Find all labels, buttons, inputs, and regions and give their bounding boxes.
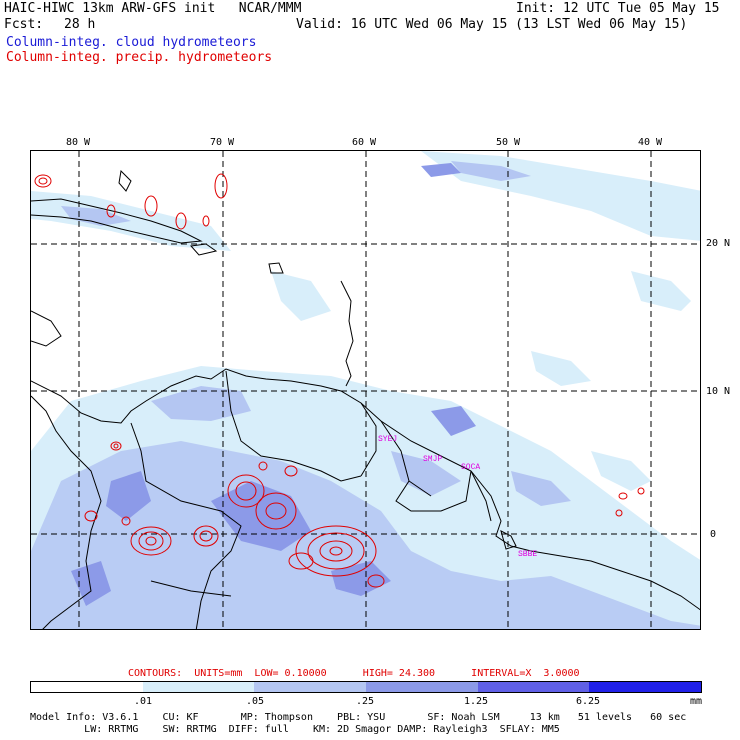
lat-label-equator: 0 bbox=[710, 529, 717, 540]
colorbar-tick-625: 6.25 bbox=[576, 696, 601, 707]
colorbar-swatch-2 bbox=[254, 682, 367, 692]
colorbar-tick-005: .05 bbox=[246, 696, 265, 707]
forecast-label: Fcst: bbox=[4, 17, 44, 32]
colorbar-swatch-3 bbox=[366, 682, 478, 692]
station-syej: SYEJ bbox=[378, 435, 397, 444]
colorbar-swatch-1 bbox=[142, 682, 255, 692]
station-soca: SOCA bbox=[461, 463, 480, 472]
field-precip-label: Column-integ. precip. hydrometeors bbox=[6, 50, 273, 65]
colorbar bbox=[30, 681, 702, 693]
colorbar-units: mm bbox=[690, 696, 703, 707]
lon-label-50w: 50 W bbox=[496, 137, 521, 148]
init-time: Init: 12 UTC Tue 05 May 15 bbox=[516, 1, 720, 16]
lon-label-70w: 70 W bbox=[210, 137, 235, 148]
precip-contours bbox=[34, 173, 645, 588]
colorbar-swatch-0 bbox=[31, 682, 143, 692]
valid-time: Valid: 16 UTC Wed 06 May 15 (13 LST Wed … bbox=[296, 17, 688, 32]
colorbar-tick-125: 1.25 bbox=[464, 696, 489, 707]
model-info-line2: LW: RRTMG SW: RRTMG DIFF: full KM: 2D Sm… bbox=[30, 724, 560, 735]
map-canvas: SYEJ SMJP SOCA SBBE bbox=[31, 151, 700, 629]
map-panel: SYEJ SMJP SOCA SBBE bbox=[30, 150, 701, 630]
lon-label-60w: 60 W bbox=[352, 137, 377, 148]
coastlines bbox=[31, 169, 700, 629]
lat-label-10n: 10 N bbox=[706, 386, 731, 397]
colorbar-tick-025: .25 bbox=[356, 696, 375, 707]
colorbar-swatch-5 bbox=[589, 682, 702, 692]
lon-label-80w: 80 W bbox=[66, 137, 91, 148]
forecast-hours: 28 h bbox=[64, 17, 96, 32]
contours-info: CONTOURS: UNITS=mm LOW= 0.10000 HIGH= 24… bbox=[128, 668, 580, 679]
station-sbbe: SBBE bbox=[518, 550, 537, 559]
colorbar-swatch-4 bbox=[477, 682, 590, 692]
model-info-line1: Model Info: V3.6.1 CU: KF MP: Thompson P… bbox=[30, 712, 687, 723]
field-cloud-label: Column-integ. cloud hydrometeors bbox=[6, 35, 257, 50]
colorbar-tick-001: .01 bbox=[134, 696, 153, 707]
lat-label-20n: 20 N bbox=[706, 238, 731, 249]
lon-label-40w: 40 W bbox=[638, 137, 663, 148]
model-title: HAIC-HIWC 13km ARW-GFS init NCAR/MMM bbox=[4, 1, 302, 16]
station-smjp: SMJP bbox=[423, 455, 442, 464]
